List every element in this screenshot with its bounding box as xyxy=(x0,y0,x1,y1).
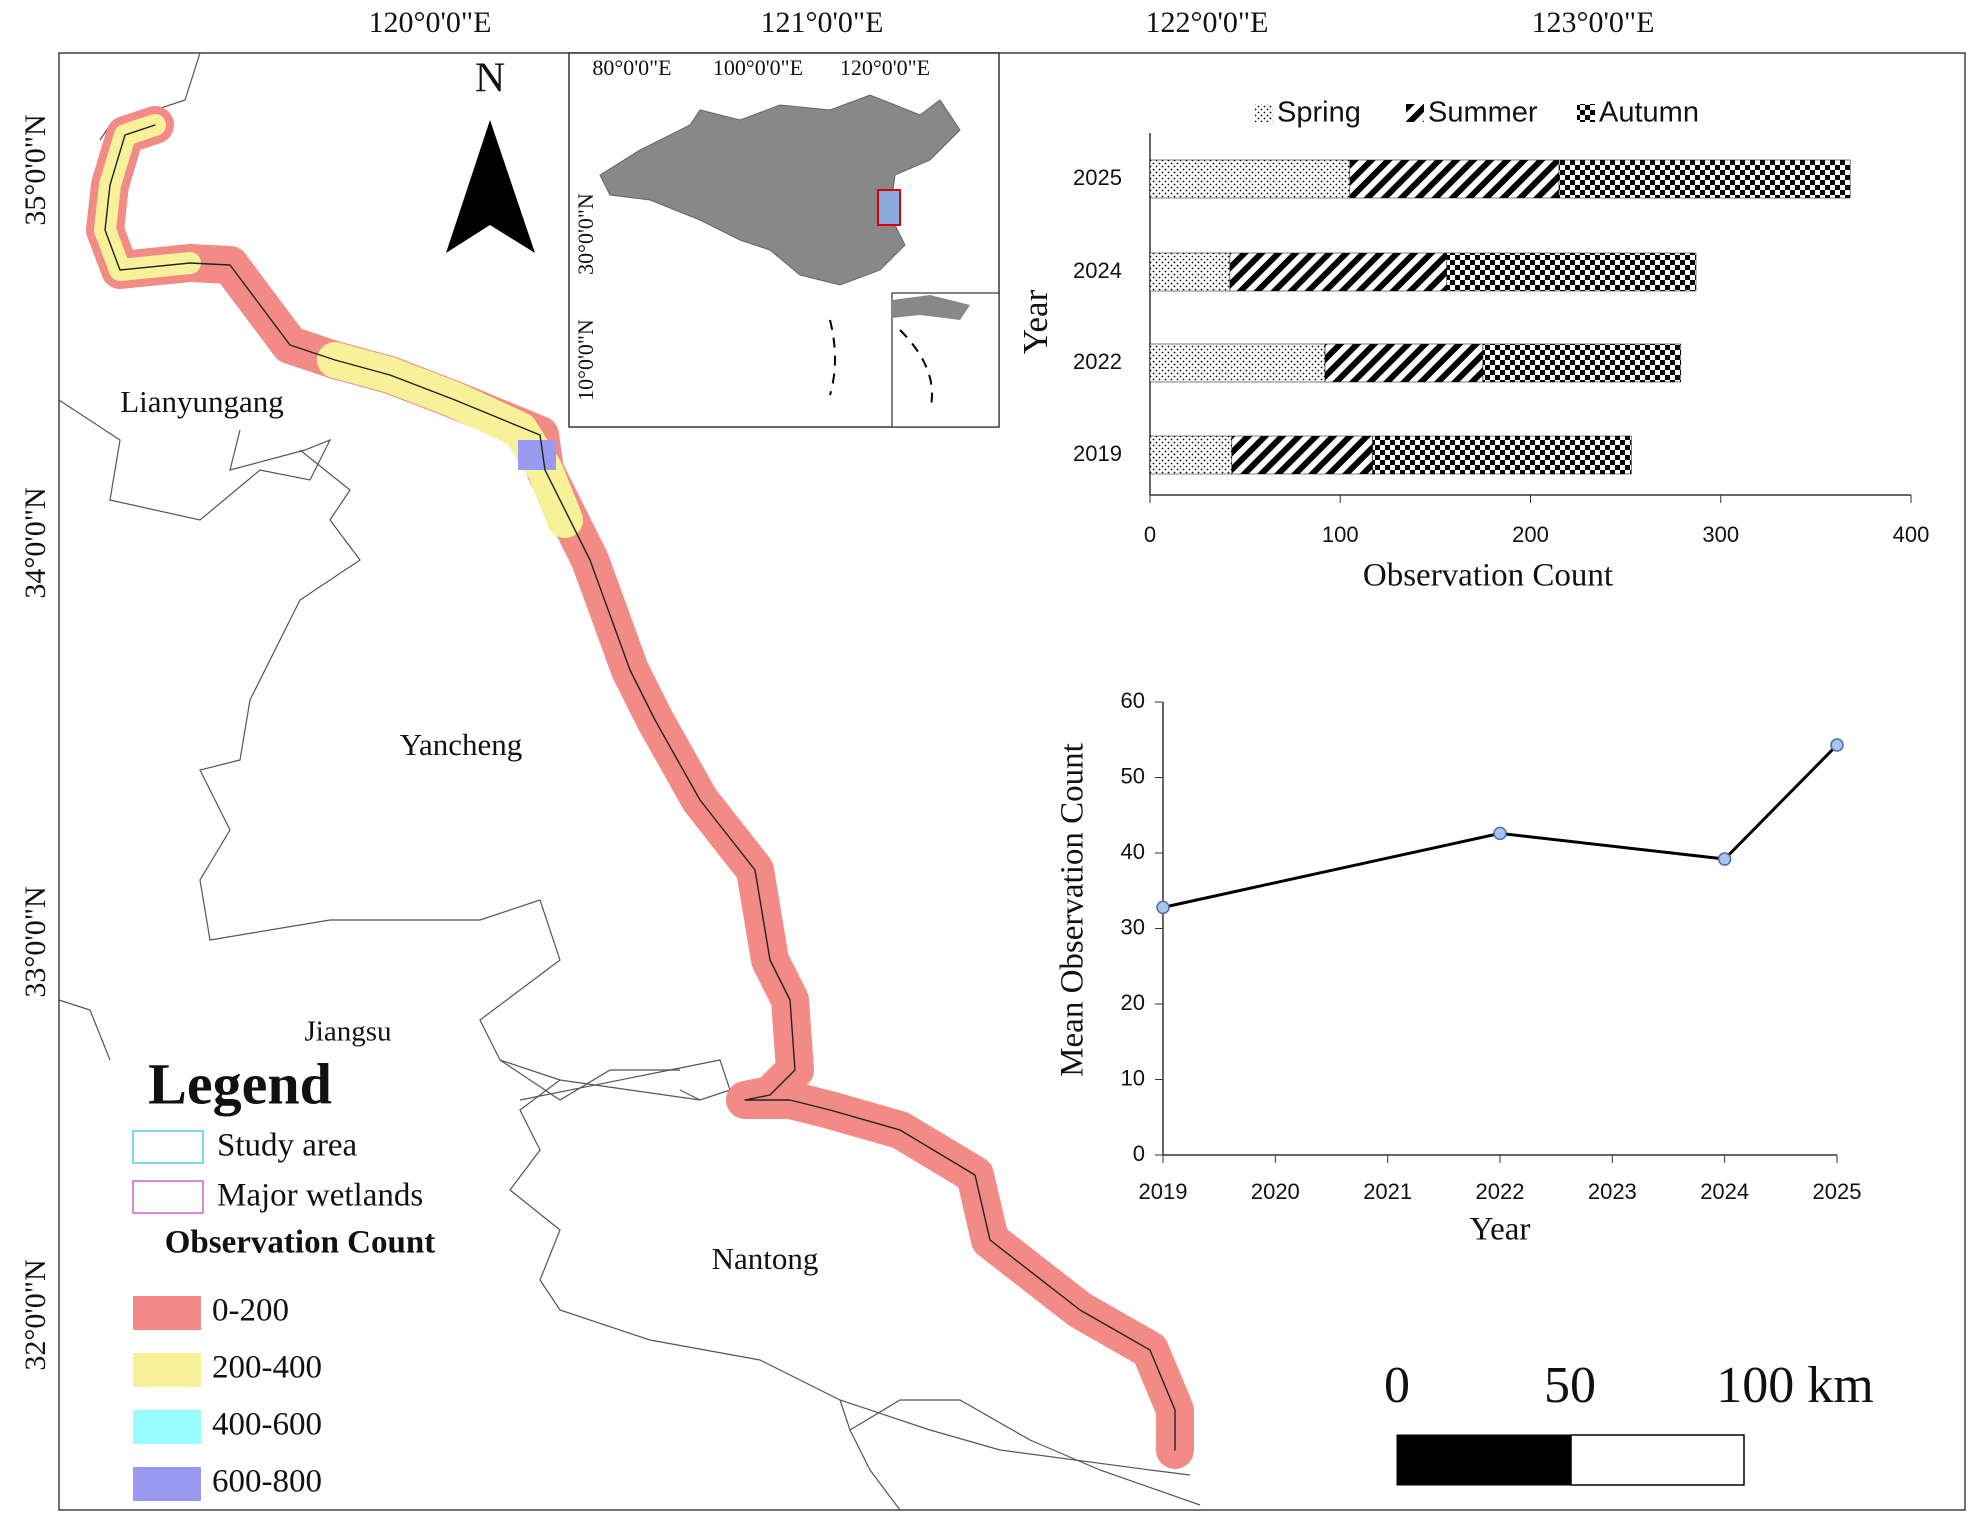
legend-class-label: 0-200 xyxy=(212,1293,289,1329)
x-tick-label: 100 xyxy=(1322,522,1359,547)
x-tick-label: 2021 xyxy=(1363,1179,1412,1204)
north-label: N xyxy=(475,56,505,102)
bar-segment xyxy=(1558,159,1851,199)
lon-label: 120°0'0"E xyxy=(369,6,492,39)
lon-label: 123°0'0"E xyxy=(1532,6,1655,39)
legend-swatch xyxy=(133,1353,201,1387)
point xyxy=(1717,852,1732,866)
scale-bar xyxy=(1570,1434,1745,1486)
legend-swatch xyxy=(133,1296,201,1330)
x-tick-label: 2023 xyxy=(1588,1179,1637,1204)
bar-segment xyxy=(1446,252,1697,292)
x-tick-label: 200 xyxy=(1512,522,1549,547)
bar-segment xyxy=(1482,343,1682,383)
y-axis-label: Year xyxy=(1016,289,1055,354)
bar-segment xyxy=(1229,252,1448,292)
inset-lat-label: 10°0'0"N xyxy=(573,319,598,401)
lon-label: 121°0'0"E xyxy=(761,6,884,39)
bar-segment xyxy=(1149,159,1351,199)
y-tick-label: 10 xyxy=(1121,1065,1145,1090)
bar-segment xyxy=(1349,159,1560,199)
y-tick-label: 2019 xyxy=(1073,441,1122,466)
point xyxy=(1830,738,1844,752)
y-axis-label: Mean Observation Count xyxy=(1055,743,1091,1077)
x-tick-label: 0 xyxy=(1144,522,1156,547)
legend-title: Legend xyxy=(148,1051,332,1116)
boundaries xyxy=(58,52,1201,1511)
lat-label: 34°0'0"N xyxy=(19,487,52,598)
legend-class-label: 600-800 xyxy=(212,1464,322,1500)
line xyxy=(1162,743,1839,909)
legend-class-label: 400-600 xyxy=(212,1407,322,1443)
x-tick-label: 2019 xyxy=(1139,1179,1188,1204)
inset-lon-label: 100°0'0"E xyxy=(713,55,803,80)
legend-label: Summer xyxy=(1428,97,1538,129)
legend-class-label: 200-400 xyxy=(212,1350,322,1386)
x-tick-label: 400 xyxy=(1893,522,1930,547)
province-label: Jiangsu xyxy=(305,1016,392,1048)
y-tick-label: 2022 xyxy=(1073,349,1122,374)
legend-swatch xyxy=(1577,104,1595,122)
north-arrow xyxy=(446,120,535,253)
y-tick-label: 40 xyxy=(1121,839,1145,864)
legend-swatch xyxy=(133,1467,201,1501)
bar-segment xyxy=(1149,343,1326,383)
y-tick-label: 60 xyxy=(1121,688,1145,713)
bar-segment xyxy=(1231,435,1373,475)
study-area xyxy=(86,106,1194,1469)
legend-label: Autumn xyxy=(1599,97,1699,129)
y-tick-label: 50 xyxy=(1121,763,1145,788)
x-tick-label: 2022 xyxy=(1476,1179,1525,1204)
x-tick-label: 2025 xyxy=(1813,1179,1862,1204)
lat-label: 32°0'0"N xyxy=(19,1259,52,1370)
legend-label: Spring xyxy=(1277,97,1361,129)
scale-label: 0 xyxy=(1384,1357,1410,1414)
inset-map xyxy=(568,52,1000,428)
x-tick-label: 2024 xyxy=(1700,1179,1749,1204)
legend-swatch xyxy=(1406,104,1424,122)
point xyxy=(1493,826,1507,841)
x-tick-label: 2020 xyxy=(1251,1179,1300,1204)
lat-label: 35°0'0"N xyxy=(19,114,52,225)
lat-label: 33°0'0"N xyxy=(19,886,52,997)
x-axis-label: Observation Count xyxy=(1363,558,1613,594)
scale-label: 50 xyxy=(1544,1357,1596,1414)
legend-item: Study area xyxy=(217,1128,358,1164)
y-tick-label: 2024 xyxy=(1073,258,1122,283)
scale-label: 100 km xyxy=(1716,1357,1873,1414)
scale-bar xyxy=(1396,1434,1572,1486)
inset-lon-label: 120°0'0"E xyxy=(840,55,930,80)
y-tick-label: 20 xyxy=(1121,990,1145,1015)
bar-segment xyxy=(1149,252,1231,292)
inset-lat-label: 30°0'0"N xyxy=(573,193,598,275)
y-tick-label: 0 xyxy=(1133,1141,1145,1166)
lon-label: 122°0'0"E xyxy=(1146,6,1269,39)
place-label: Yancheng xyxy=(400,727,523,762)
place-label: Nantong xyxy=(712,1241,819,1276)
legend-wetlands xyxy=(132,1180,204,1214)
legend-item: Major wetlands xyxy=(217,1178,423,1214)
bar-segment xyxy=(1149,435,1233,475)
legend-count-title: Observation Count xyxy=(165,1225,435,1261)
x-tick-label: 300 xyxy=(1702,522,1739,547)
legend-swatch xyxy=(1255,104,1273,122)
legend-swatch xyxy=(133,1410,201,1444)
bar-segment xyxy=(1372,435,1632,475)
point xyxy=(1156,900,1170,915)
inset-lon-label: 80°0'0"E xyxy=(592,55,671,80)
x-axis-label: Year xyxy=(1470,1212,1531,1248)
place-label: Lianyungang xyxy=(120,384,284,419)
y-tick-label: 2025 xyxy=(1073,165,1122,190)
bar-segment xyxy=(1324,343,1484,383)
legend-study-area xyxy=(132,1130,204,1164)
y-tick-label: 30 xyxy=(1121,914,1145,939)
